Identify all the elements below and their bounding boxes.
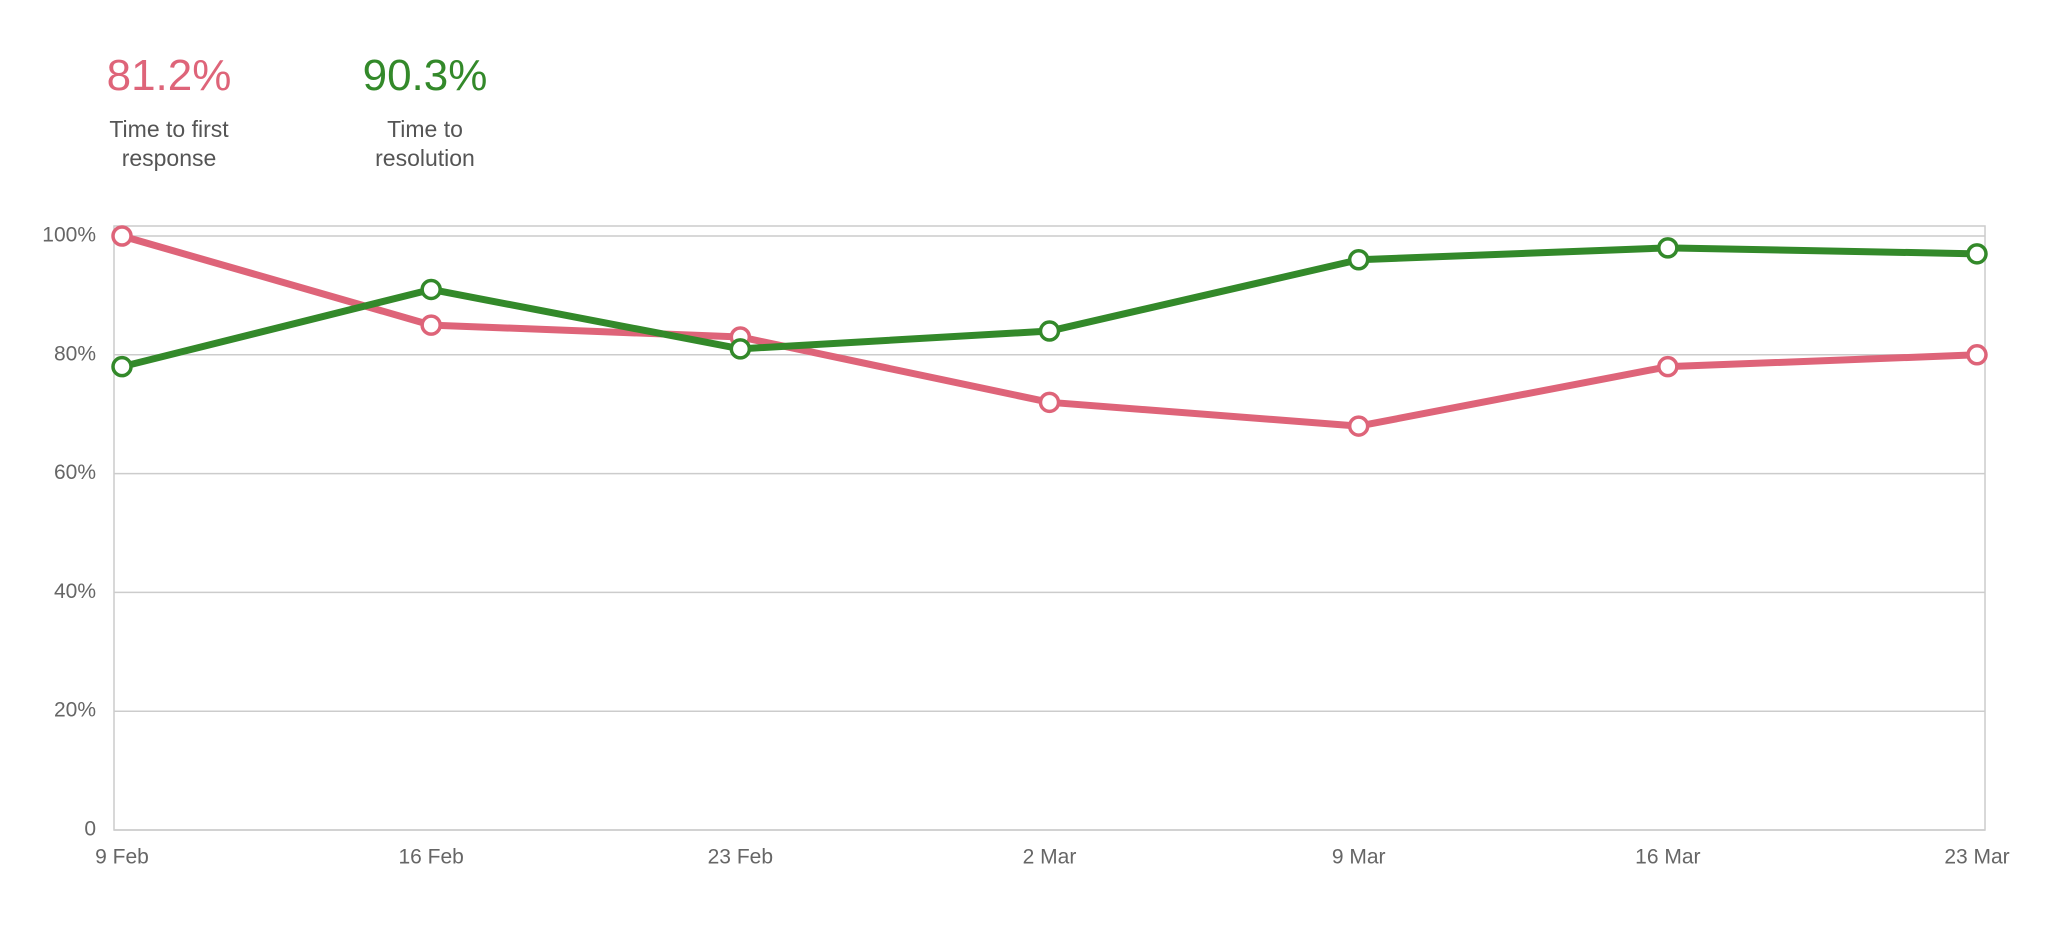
point xyxy=(1657,237,1679,259)
y-tick-label: 100% xyxy=(42,224,96,247)
x-tick-label: 23 Mar xyxy=(1944,846,2009,869)
y-tick-label: 20% xyxy=(54,699,96,722)
y-tick-label: 40% xyxy=(54,580,96,603)
x-tick-label: 16 Mar xyxy=(1635,846,1700,869)
x-tick-label: 9 Mar xyxy=(1332,846,1386,869)
point xyxy=(111,355,133,378)
point xyxy=(729,338,752,360)
point xyxy=(1966,344,1988,366)
point xyxy=(420,278,442,301)
point xyxy=(111,225,133,247)
kpi: 81.2% Time to first response xyxy=(69,51,269,173)
point xyxy=(1347,249,1370,271)
y-tick-label: 0 xyxy=(84,818,96,841)
point xyxy=(1966,243,1988,265)
point xyxy=(1038,391,1061,414)
point xyxy=(420,314,442,336)
point xyxy=(1657,355,1679,378)
x-tick-label: 23 Feb xyxy=(708,846,773,869)
kpi-value: 81.2% xyxy=(106,51,232,100)
y-tick-label: 60% xyxy=(54,461,96,484)
x-tick-label: 2 Mar xyxy=(1023,846,1077,869)
x-tick-label: 9 Feb xyxy=(95,846,149,869)
x-tick-label: 16 Feb xyxy=(398,846,463,869)
point xyxy=(1038,320,1061,342)
kpi-value: 90.3% xyxy=(362,51,488,100)
kpi: 90.3% Time to resolution xyxy=(325,51,525,173)
y-tick-label: 80% xyxy=(54,342,96,365)
series-line xyxy=(121,244,1978,371)
kpi-label: Time to resolution xyxy=(375,116,475,171)
point xyxy=(1347,415,1370,437)
kpi-label: Time to first response xyxy=(109,116,229,171)
